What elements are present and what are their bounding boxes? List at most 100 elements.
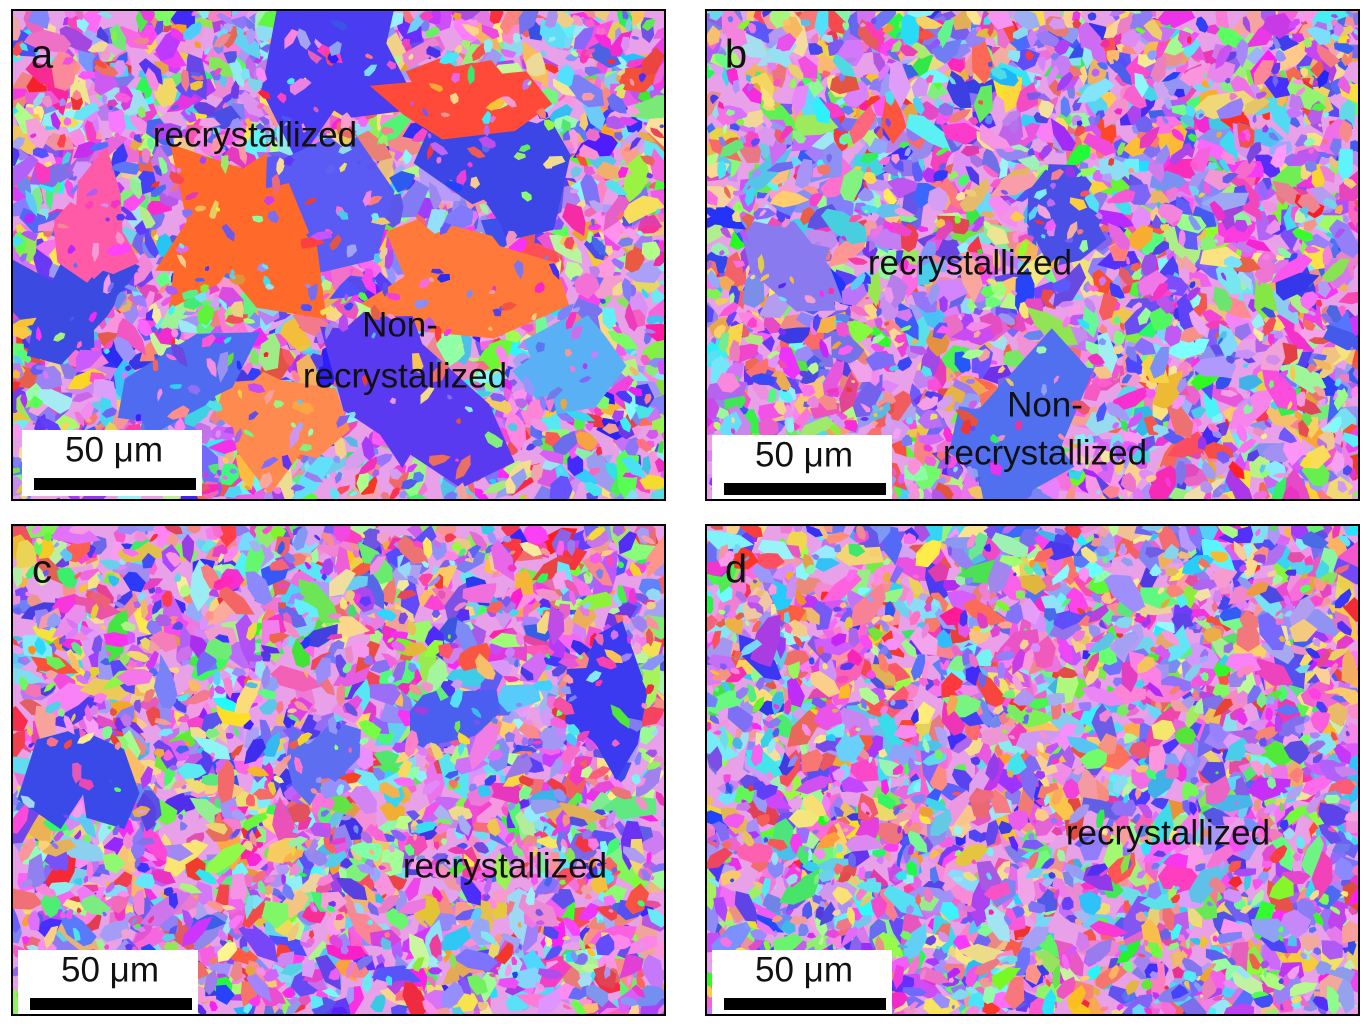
- grain: [840, 135, 853, 143]
- grain: [466, 290, 473, 298]
- grain: [12, 467, 21, 475]
- grain: [413, 299, 429, 309]
- grain: [319, 10, 394, 84]
- grain: [1195, 16, 1210, 33]
- grain: [439, 222, 452, 235]
- grain: [12, 381, 21, 394]
- grain: [540, 49, 547, 57]
- grain: [471, 43, 488, 62]
- grain: [539, 19, 566, 50]
- grain: [276, 157, 285, 176]
- grain: [642, 455, 651, 476]
- grain: [620, 36, 630, 54]
- grain: [706, 152, 719, 169]
- grain: [258, 332, 281, 371]
- grain: [640, 155, 655, 166]
- grain: [125, 365, 132, 372]
- grain: [950, 150, 974, 194]
- grain: [900, 10, 920, 45]
- grain: [114, 291, 127, 311]
- grain: [171, 344, 188, 367]
- grain: [624, 302, 638, 332]
- grain: [106, 99, 119, 108]
- grain: [729, 123, 741, 132]
- grain: [1013, 10, 1041, 31]
- grain: [443, 328, 452, 337]
- grain: [1330, 451, 1345, 475]
- grain: [63, 116, 72, 126]
- grain: [731, 210, 741, 222]
- grain: [171, 328, 179, 338]
- grain: [763, 317, 781, 334]
- grain: [1099, 323, 1108, 336]
- grain: [505, 230, 518, 245]
- grain: [573, 272, 601, 299]
- grain: [304, 283, 311, 289]
- grain: [1089, 152, 1098, 160]
- grain: [428, 277, 434, 282]
- grain: [659, 124, 665, 129]
- grain: [624, 246, 645, 273]
- grain: [93, 379, 118, 413]
- grain: [236, 360, 242, 371]
- grain: [330, 488, 340, 500]
- orientation-map: [12, 10, 665, 500]
- grain: [499, 96, 517, 108]
- grain: [194, 205, 206, 212]
- grain: [86, 412, 98, 427]
- grain: [917, 407, 943, 429]
- grain: [649, 148, 665, 183]
- panel-border: [11, 9, 666, 501]
- grain: [104, 311, 126, 336]
- grain: [1338, 291, 1359, 305]
- grain: [133, 134, 142, 143]
- grain: [221, 223, 235, 242]
- grain: [584, 66, 602, 77]
- grain: [135, 413, 141, 422]
- grain: [129, 115, 150, 134]
- grain: [180, 69, 190, 93]
- grain: [104, 348, 110, 355]
- grain: [997, 27, 1010, 49]
- grain: [12, 317, 37, 328]
- grain: [607, 329, 639, 350]
- grain: [12, 236, 24, 247]
- grain: [194, 277, 206, 282]
- grain: [498, 386, 505, 392]
- grain: [1047, 65, 1060, 87]
- grain: [1025, 50, 1035, 61]
- grain: [256, 103, 265, 109]
- grain: [544, 10, 558, 29]
- grain: [483, 38, 493, 53]
- grain: [822, 354, 845, 397]
- grain: [283, 120, 291, 126]
- grain: [638, 73, 647, 83]
- grain: [412, 353, 424, 374]
- grain: [84, 120, 97, 144]
- grain: [452, 12, 462, 21]
- grain: [12, 136, 26, 150]
- grain: [50, 111, 61, 131]
- grain: [284, 29, 299, 50]
- grain: [289, 424, 300, 450]
- grain: [1321, 258, 1351, 282]
- grain: [526, 51, 546, 77]
- grain: [1168, 338, 1210, 360]
- grain: [1207, 162, 1219, 171]
- grain: [329, 234, 342, 251]
- grain: [93, 60, 108, 69]
- grain: [627, 386, 643, 397]
- grain: [378, 134, 388, 145]
- grain: [615, 390, 633, 404]
- grain: [760, 86, 775, 108]
- grain: [489, 392, 507, 402]
- grain: [281, 454, 292, 471]
- grain: [746, 74, 753, 83]
- grain: [918, 241, 936, 268]
- grain: [657, 441, 664, 454]
- grain: [1317, 43, 1341, 68]
- grain: [150, 184, 166, 197]
- grain: [549, 475, 573, 500]
- grain: [434, 325, 442, 343]
- grain: [116, 213, 126, 221]
